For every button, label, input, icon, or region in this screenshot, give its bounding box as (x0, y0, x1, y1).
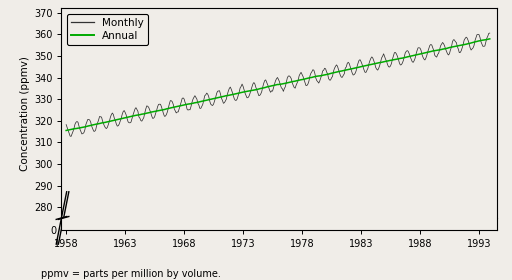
Legend: Monthly, Annual: Monthly, Annual (67, 14, 148, 45)
Y-axis label: Concentration (ppmv): Concentration (ppmv) (20, 56, 30, 171)
Text: ppmv = parts per million by volume.: ppmv = parts per million by volume. (41, 269, 221, 279)
